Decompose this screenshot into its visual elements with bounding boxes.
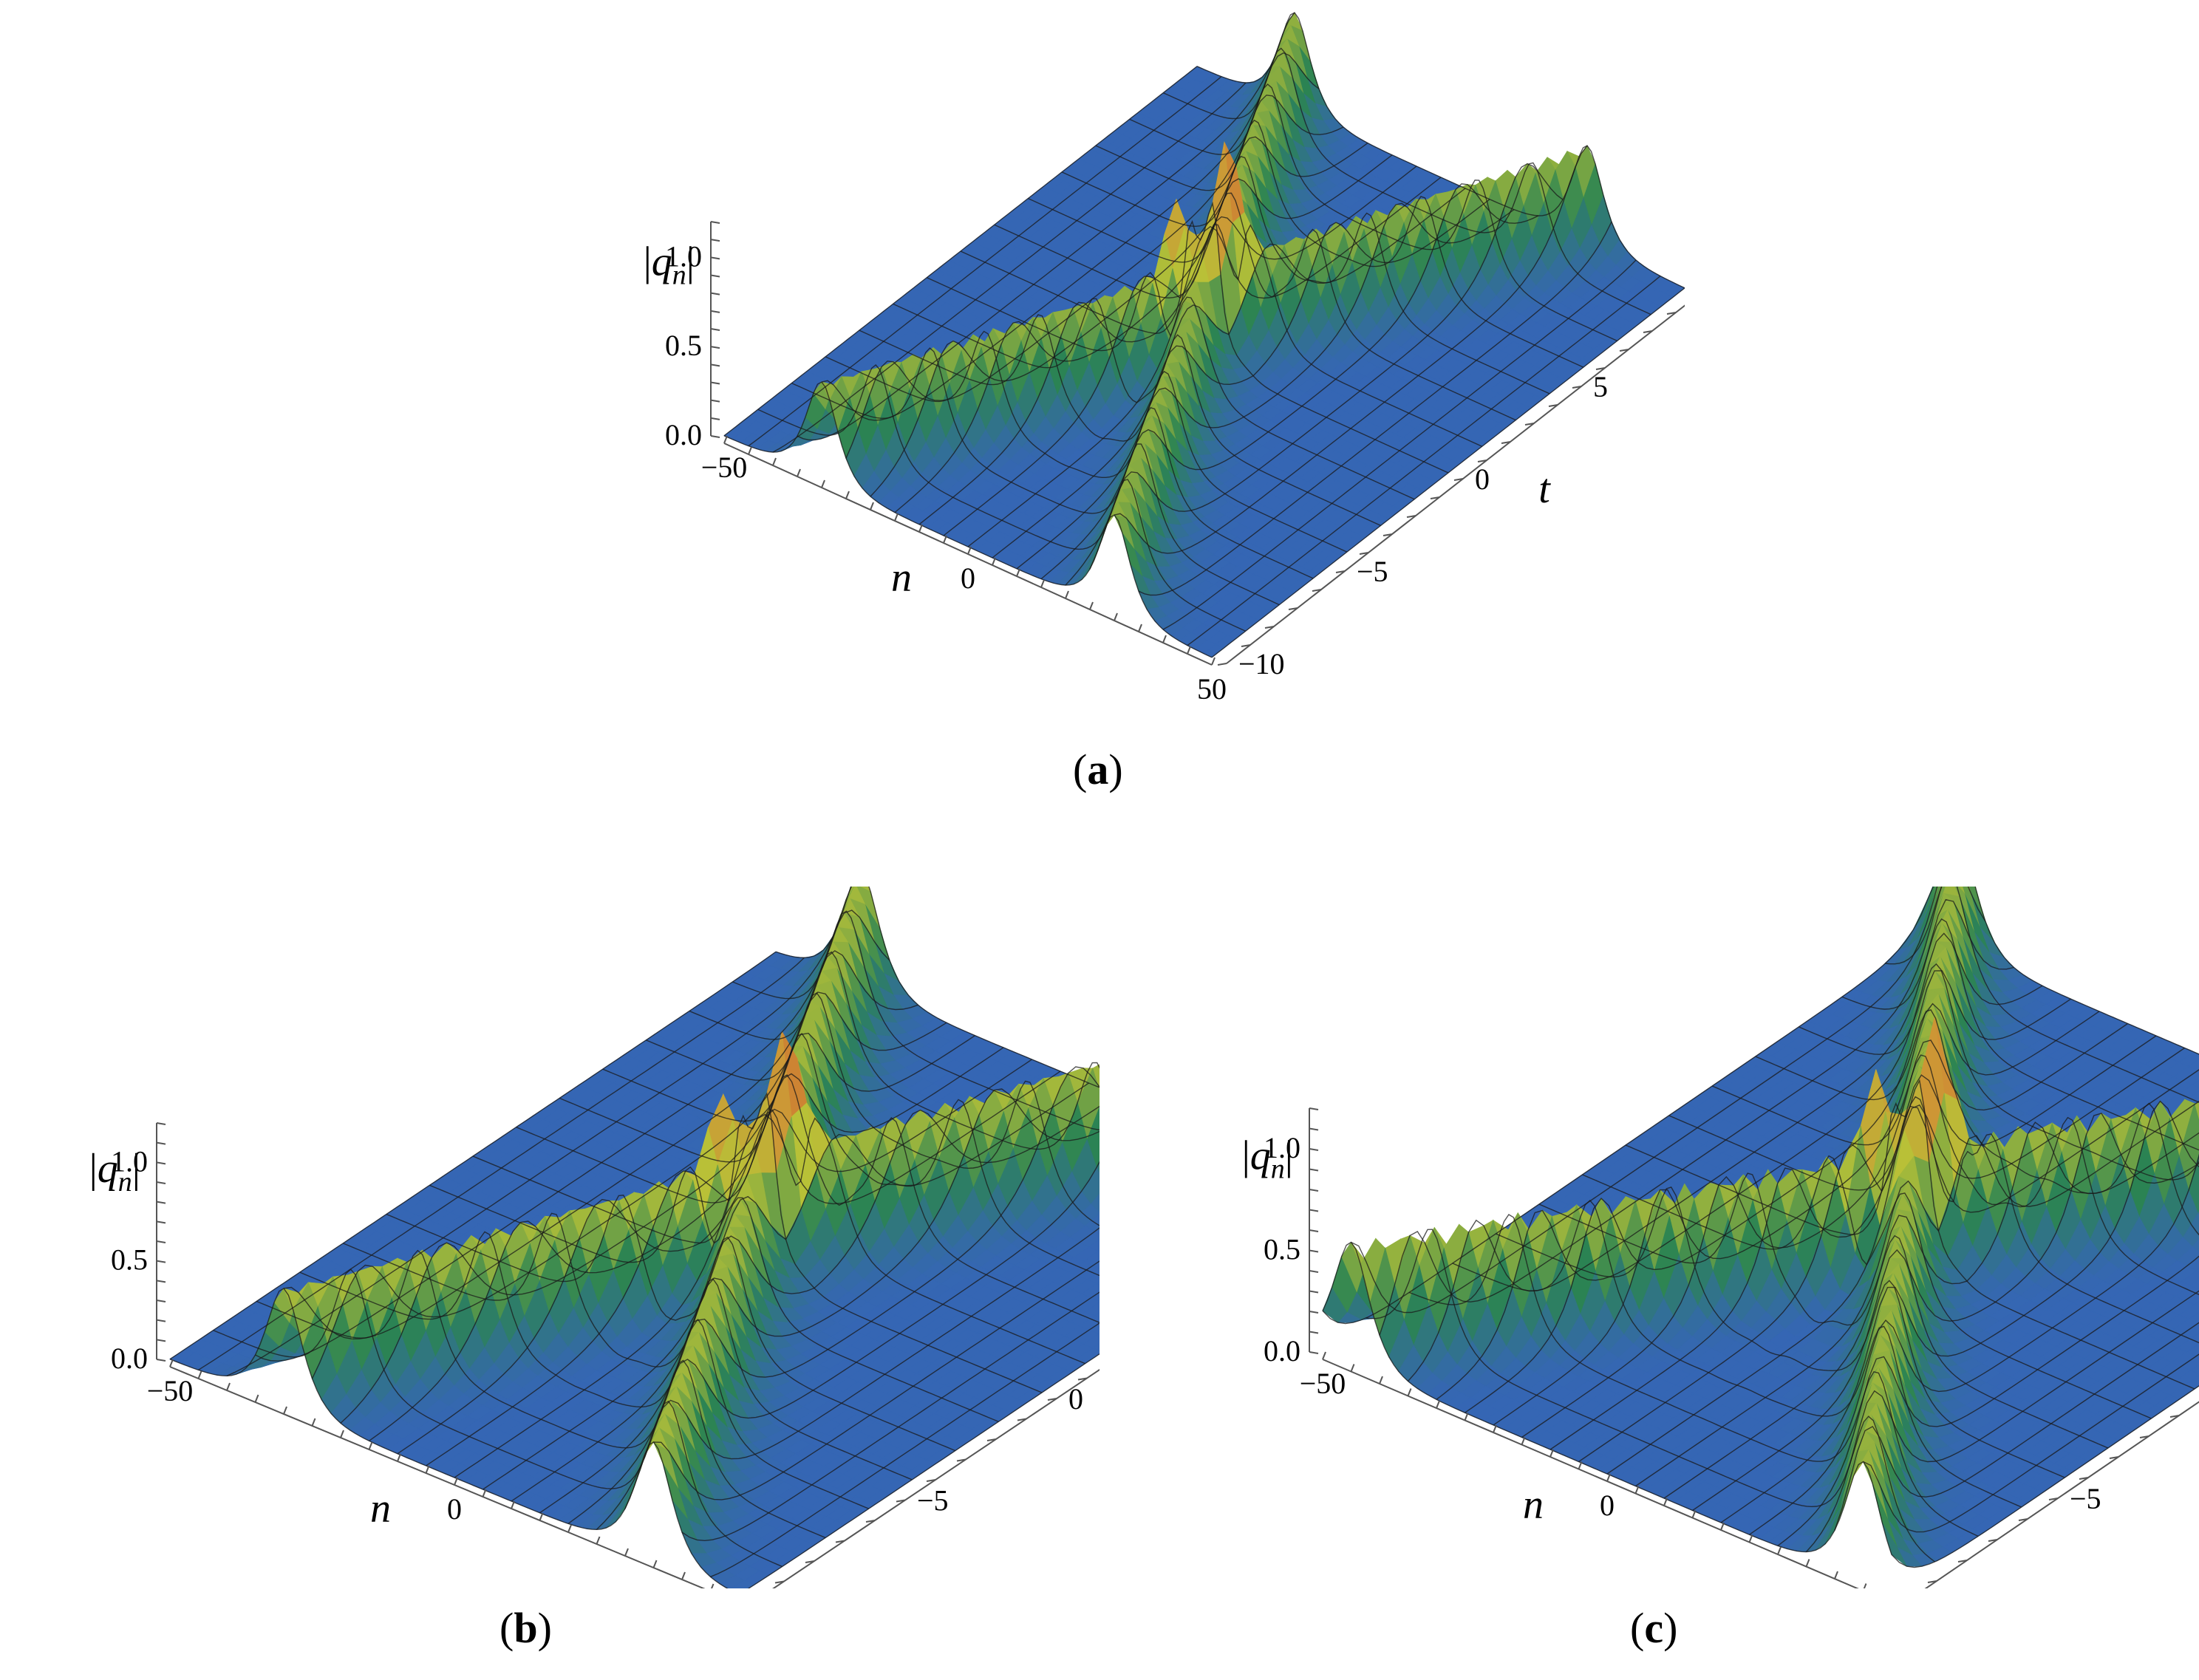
t-tick-label: −5 [917,1484,949,1517]
n-tick-label: −50 [1300,1367,1346,1400]
t-tick-label: 5 [1593,370,1608,403]
z-tick-label: 1.0 [1264,1131,1300,1164]
t-tick-label: 0 [1068,1382,1083,1416]
n-tick-label: 0 [447,1492,462,1526]
z-tick-label: 1.0 [111,1144,148,1178]
t-tick-label: −10 [1238,647,1285,680]
z-axis-title: |qn| [89,1146,140,1198]
axes [1309,1107,2199,1588]
t-tick-label: −10 [1918,1585,1965,1588]
mesh-lines [169,887,1100,1588]
panel-c-caption: (c) [1630,1604,1678,1652]
panel-a-caption: (a) [1073,745,1123,793]
z-axis-title: |qn| [644,239,695,291]
surface [1322,887,2199,1567]
t-axis-title: t [1538,466,1551,512]
mesh-lines [723,12,1685,658]
z-tick-label: 0.0 [665,418,702,451]
z-tick-label: 1.0 [665,239,702,273]
z-tick-label: 0.5 [111,1243,148,1277]
t-tick-label: −5 [2070,1482,2101,1515]
n-axis-title: n [1523,1482,1544,1528]
panel-b-caption: (b) [500,1604,552,1652]
n-tick-label: 0 [961,561,975,595]
t-tick-label: −10 [766,1585,812,1588]
mesh-lines [1322,887,2199,1568]
axes [710,221,1685,666]
t-tick-label: −5 [1357,555,1388,588]
t-tick-label: 0 [1475,462,1490,496]
axes [156,1122,1100,1588]
z-axis-title: |qn| [1242,1133,1293,1185]
n-axis-title: n [891,555,912,601]
n-tick-label: 50 [1197,672,1227,706]
surface [169,887,1100,1588]
z-tick-label: 0.5 [1264,1233,1300,1266]
n-axis-title: n [370,1486,391,1532]
n-tick-label: −50 [701,451,748,484]
n-tick-label: 0 [1600,1489,1615,1522]
z-tick-label: 0.0 [1264,1334,1300,1367]
n-tick-label: −50 [147,1374,194,1407]
z-tick-label: 0.5 [665,329,702,362]
z-tick-label: 0.0 [111,1342,148,1375]
